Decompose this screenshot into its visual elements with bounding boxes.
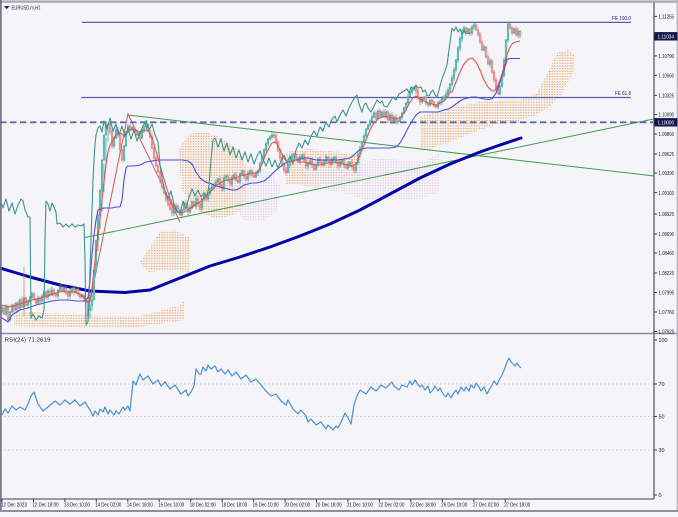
svg-text:12 Dec 18:00: 12 Dec 18:00 — [33, 503, 59, 509]
svg-text:100: 100 — [659, 338, 668, 344]
svg-text:50: 50 — [659, 415, 665, 421]
svg-text:1.07760: 1.07760 — [659, 310, 675, 316]
svg-text:14 Dec 02:00: 14 Dec 02:00 — [95, 503, 121, 509]
svg-text:1.07995: 1.07995 — [659, 291, 675, 297]
svg-text:FE 61.8: FE 61.8 — [615, 91, 631, 97]
svg-text:1.11034: 1.11034 — [658, 35, 675, 41]
svg-text:1.09390: 1.09390 — [659, 171, 675, 177]
svg-text:1.09860: 1.09860 — [659, 132, 675, 138]
svg-text:0: 0 — [659, 493, 662, 499]
svg-text:19 Dec 10:00: 19 Dec 10:00 — [253, 503, 279, 509]
svg-text:1.08460: 1.08460 — [659, 251, 675, 257]
svg-text:15 Dec 10:00: 15 Dec 10:00 — [158, 503, 184, 509]
svg-text:21 Dec 10:00: 21 Dec 10:00 — [347, 503, 373, 509]
svg-text:1.08225: 1.08225 — [659, 271, 675, 277]
svg-text:1.10790: 1.10790 — [659, 54, 675, 60]
svg-text:1.10090: 1.10090 — [659, 113, 675, 119]
svg-text:1.10325: 1.10325 — [659, 94, 675, 100]
svg-text:70: 70 — [659, 382, 665, 388]
svg-text:18 Dec 18:00: 18 Dec 18:00 — [221, 503, 247, 509]
svg-text:RSI(24) 71.2619: RSI(24) 71.2619 — [5, 338, 51, 344]
svg-text:1.09160: 1.09160 — [659, 191, 675, 197]
svg-text:14 Dec 18:00: 14 Dec 18:00 — [127, 503, 153, 509]
svg-text:26 Dec 10:00: 26 Dec 10:00 — [441, 503, 467, 509]
svg-text:1.10560: 1.10560 — [659, 74, 675, 80]
svg-text:1.11255: 1.11255 — [659, 15, 675, 21]
svg-text:12 Dec 2023: 12 Dec 2023 — [1, 503, 27, 509]
svg-text:EURUSD.m,H1: EURUSD.m,H1 — [12, 5, 41, 11]
svg-text:27 Dec 02:00: 27 Dec 02:00 — [473, 503, 499, 509]
svg-text:20 Dec 02:00: 20 Dec 02:00 — [284, 503, 310, 509]
svg-text:13 Dec 10:00: 13 Dec 10:00 — [64, 503, 90, 509]
svg-text:1.10000: 1.10000 — [658, 121, 675, 127]
svg-text:27 Dec 18:00: 27 Dec 18:00 — [504, 503, 530, 509]
svg-text:1.08925: 1.08925 — [659, 212, 675, 218]
svg-text:1.07525: 1.07525 — [659, 330, 675, 336]
svg-text:1.09625: 1.09625 — [659, 152, 675, 158]
svg-text:22 Dec 02:00: 22 Dec 02:00 — [378, 503, 404, 509]
svg-text:FE 100.0: FE 100.0 — [612, 16, 631, 22]
svg-text:30: 30 — [659, 448, 665, 454]
svg-text:22 Dec 18:00: 22 Dec 18:00 — [410, 503, 436, 509]
svg-text:18 Dec 02:00: 18 Dec 02:00 — [190, 503, 216, 509]
svg-text:20 Dec 18:00: 20 Dec 18:00 — [316, 503, 342, 509]
svg-text:1.08690: 1.08690 — [659, 232, 675, 238]
